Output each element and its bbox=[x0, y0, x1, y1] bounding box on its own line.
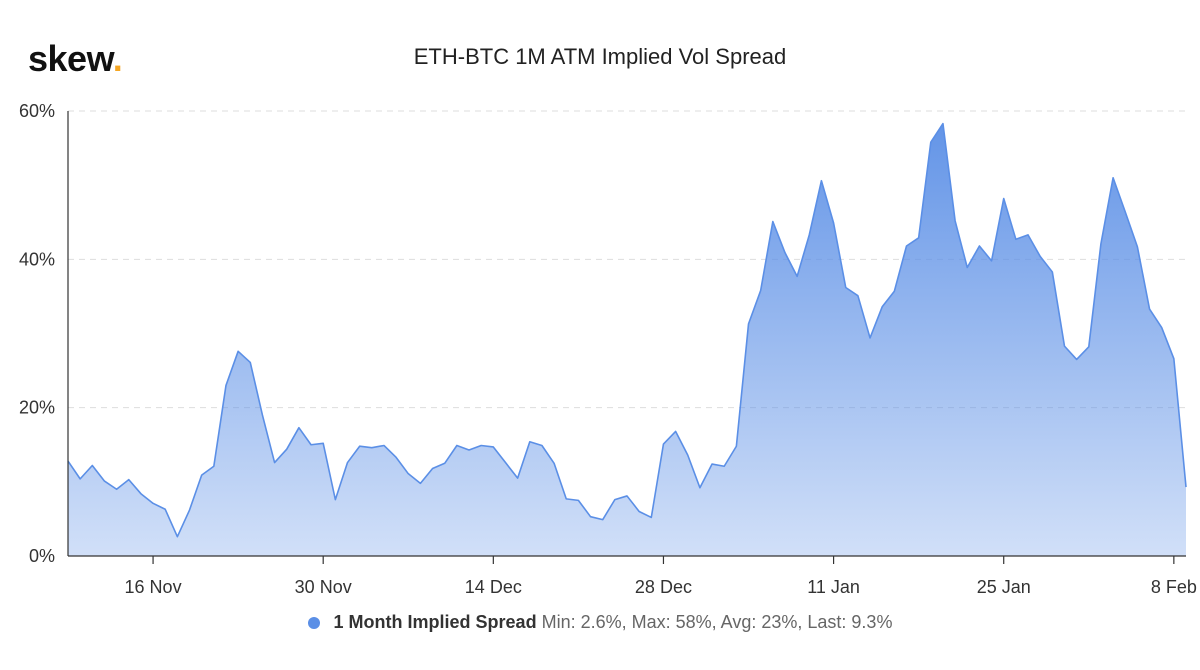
x-tick-label: 8 Feb bbox=[1151, 577, 1197, 597]
series-area bbox=[68, 123, 1186, 557]
y-tick-label: 60% bbox=[19, 101, 55, 121]
chart-title: ETH-BTC 1M ATM Implied Vol Spread bbox=[413, 44, 787, 69]
logo-dot: . bbox=[112, 38, 123, 79]
legend-stats: Min: 2.6%, Max: 58%, Avg: 23%, Last: 9.3… bbox=[541, 612, 893, 632]
x-tick-label: 11 Jan bbox=[807, 577, 860, 597]
series-line bbox=[67, 122, 1187, 538]
y-tick-label: 40% bbox=[19, 249, 55, 269]
x-tick-label: 25 Jan bbox=[977, 577, 1031, 597]
legend-marker-icon[interactable] bbox=[307, 617, 320, 630]
x-tick-label: 16 Nov bbox=[125, 577, 182, 597]
y-tick-label: 20% bbox=[19, 398, 55, 418]
logo-text: skew bbox=[28, 38, 113, 79]
skew-logo: skew. bbox=[28, 38, 123, 80]
legend[interactable]: 1 Month Implied Spread Min: 2.6%, Max: 5… bbox=[0, 612, 1200, 633]
x-tick-label: 14 Dec bbox=[465, 577, 522, 597]
x-tick-label: 30 Nov bbox=[295, 577, 352, 597]
legend-series-name[interactable]: 1 Month Implied Spread bbox=[333, 612, 537, 632]
series-layer bbox=[67, 122, 1187, 557]
axis-layer: 0% 20% 40% 60% 16 Nov 30 Nov 14 Dec 28 Dec 11 Ja… bbox=[19, 101, 1197, 597]
x-tick-label: 28 Dec bbox=[635, 577, 692, 597]
y-tick-label: 0% bbox=[29, 546, 55, 566]
